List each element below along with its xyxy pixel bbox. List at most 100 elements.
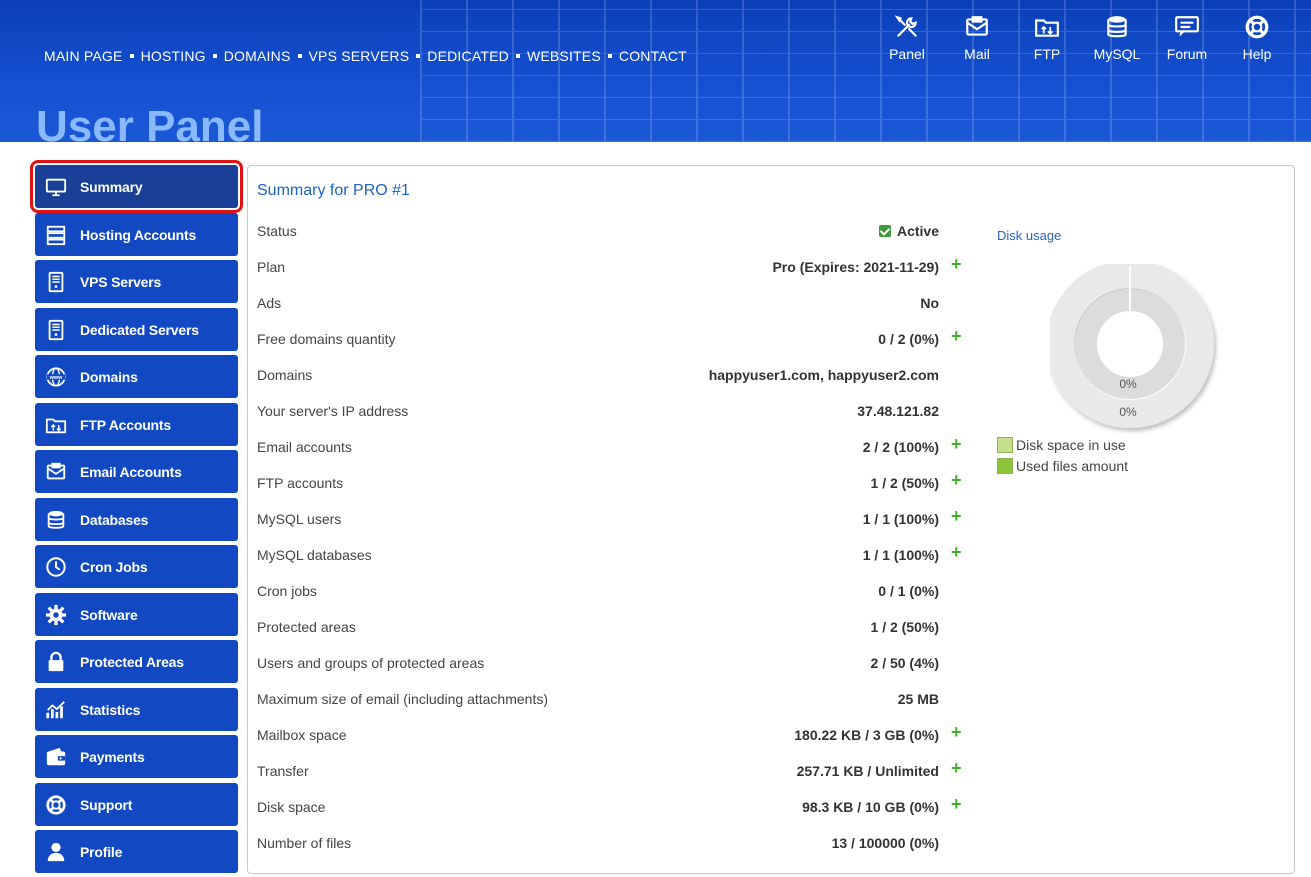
table-row: Cron jobs 0 / 1 (0%) — [257, 583, 957, 619]
database-icon — [47, 510, 65, 529]
server-tower-icon — [48, 319, 64, 340]
add-plus-icon[interactable]: + — [951, 254, 962, 274]
row-value-text: 25 MB — [897, 691, 939, 707]
table-row: Protected areas 1 / 2 (50%) — [257, 619, 957, 655]
sidebar-item-protected-areas[interactable]: Protected Areas — [35, 640, 238, 683]
sidebar-item-vps-servers[interactable]: VPS Servers — [35, 260, 238, 303]
add-plus-icon[interactable]: + — [951, 470, 962, 490]
header-background-pattern — [420, 0, 1311, 142]
row-value: 25 MB — [898, 691, 939, 707]
row-value-text: 2 / 50 (4%) — [870, 655, 939, 671]
row-value: 2 / 50 (4%) — [871, 655, 939, 671]
sidebar-item-ftp-accounts[interactable]: FTP Accounts — [35, 403, 238, 446]
sidebar-item-label: Statistics — [80, 701, 141, 718]
outer-percent-label: 0% — [1119, 405, 1137, 419]
sidebar-item-label: Databases — [80, 511, 149, 528]
sidebar-item-summary[interactable]: Summary — [30, 160, 243, 213]
monitor-icon — [45, 178, 67, 196]
row-value: 257.71 KB / Unlimited — [797, 763, 939, 779]
sidebar-item-label: VPS Servers — [80, 273, 162, 290]
sidebar-item-payments[interactable]: Payments — [35, 735, 238, 778]
mail-icon — [966, 16, 988, 36]
sidebar-item-label: Domains — [80, 368, 138, 385]
row-value-text: 1 / 1 (100%) — [862, 511, 939, 527]
wallet-icon — [46, 747, 66, 765]
row-value: 0 / 1 (0%) — [878, 583, 939, 599]
nav-link-domains[interactable]: DOMAINS — [223, 48, 291, 64]
nav-separator — [515, 54, 520, 58]
row-value-text: 37.48.121.82 — [857, 403, 939, 419]
row-label: Maximum size of email (including attachm… — [257, 691, 548, 707]
row-label: MySQL databases — [257, 547, 372, 563]
row-value: 0 / 2 (0%) — [878, 331, 939, 347]
row-value: 13 / 100000 (0%) — [832, 835, 939, 851]
page-title: User Panel — [36, 102, 264, 142]
row-value: Active — [878, 223, 939, 239]
sidebar-item-profile[interactable]: Profile — [35, 830, 238, 873]
quick-link-label: Panel — [889, 46, 925, 62]
table-row: Domains happyuser1.com, happyuser2.com — [257, 367, 957, 403]
nav-link-hosting[interactable]: HOSTING — [140, 48, 206, 64]
add-plus-icon[interactable]: + — [951, 506, 962, 526]
server-tower-icon — [48, 271, 64, 292]
quick-link-forum[interactable]: Forum — [1152, 14, 1222, 62]
row-value-text: 98.3 KB / 10 GB (0%) — [802, 799, 939, 815]
row-value-text: 1 / 2 (50%) — [870, 619, 939, 635]
add-plus-icon[interactable]: + — [951, 722, 962, 742]
sidebar-item-dedicated-servers[interactable]: Dedicated Servers — [35, 308, 238, 351]
clock-icon — [46, 556, 66, 577]
nav-separator — [607, 54, 612, 58]
legend-item-disk-space: Disk space in use — [997, 437, 1126, 453]
quick-link-mysql[interactable]: MySQL — [1082, 14, 1152, 62]
nav-link-dedicated[interactable]: DEDICATED — [427, 48, 509, 64]
site-header: MAIN PAGE HOSTING DOMAINS VPS SERVERS DEDICA… — [0, 0, 1311, 142]
sidebar-item-label: Profile — [80, 843, 123, 860]
row-label: MySQL users — [257, 511, 342, 527]
quick-link-mail[interactable]: Mail — [942, 14, 1012, 62]
sidebar-item-hosting-accounts[interactable]: Hosting Accounts — [35, 213, 238, 256]
lifebuoy-icon — [1245, 15, 1269, 39]
sidebar-item-email-accounts[interactable]: Email Accounts — [35, 450, 238, 493]
table-row: Email accounts 2 / 2 (100%) + — [257, 435, 962, 475]
row-value-text: happyuser1.com, happyuser2.com — [708, 367, 939, 383]
quick-link-label: Mail — [964, 46, 990, 62]
nav-link-vps-servers[interactable]: VPS SERVERS — [308, 48, 410, 64]
sidebar-item-software[interactable]: Software — [35, 593, 238, 636]
add-plus-icon[interactable]: + — [951, 794, 962, 814]
chart-icon — [46, 700, 65, 718]
nav-link-websites[interactable]: WEBSITES — [526, 48, 601, 64]
add-plus-icon[interactable]: + — [951, 326, 962, 346]
table-row: Status Active — [257, 223, 957, 259]
sidebar-item-support[interactable]: Support — [35, 783, 238, 826]
table-row: Maximum size of email (including attachm… — [257, 691, 957, 727]
sidebar-item-cron-jobs[interactable]: Cron Jobs — [35, 545, 238, 588]
summary-panel: Summary for PRO #1 Status Active Plan Pro (… — [247, 165, 1295, 874]
row-label: Protected areas — [257, 619, 356, 635]
table-row: FTP accounts 1 / 2 (50%) + — [257, 471, 962, 511]
sidebar-item-label: Hosting Accounts — [80, 226, 197, 243]
row-value: 1 / 1 (100%) — [863, 511, 939, 527]
sidebar-item-domains[interactable]: www Domains — [35, 355, 238, 398]
quick-link-label: Forum — [1166, 46, 1208, 62]
quick-link-ftp[interactable]: FTP — [1012, 14, 1082, 62]
table-row: Free domains quantity 0 / 2 (0%) + — [257, 327, 962, 367]
globe-www-icon: www — [46, 366, 66, 387]
row-value: 1 / 1 (100%) — [863, 547, 939, 563]
server-stack-icon — [46, 225, 66, 245]
row-label: Transfer — [257, 763, 309, 779]
quick-link-panel[interactable]: Panel — [872, 14, 942, 62]
add-plus-icon[interactable]: + — [951, 758, 962, 778]
sidebar-item-label: Cron Jobs — [80, 558, 148, 575]
add-plus-icon[interactable]: + — [951, 542, 962, 562]
nav-link-main-page[interactable]: MAIN PAGE — [44, 48, 123, 64]
nav-link-contact[interactable]: CONTACT — [618, 48, 687, 64]
row-label: Cron jobs — [257, 583, 317, 599]
quick-link-help[interactable]: Help — [1222, 14, 1292, 62]
row-label: Status — [257, 223, 297, 239]
table-row: Number of files 13 / 100000 (0%) — [257, 835, 957, 871]
sidebar-item-statistics[interactable]: Statistics — [35, 688, 238, 731]
sidebar-item-databases[interactable]: Databases — [35, 498, 238, 541]
user-icon — [47, 842, 65, 861]
add-plus-icon[interactable]: + — [951, 434, 962, 454]
